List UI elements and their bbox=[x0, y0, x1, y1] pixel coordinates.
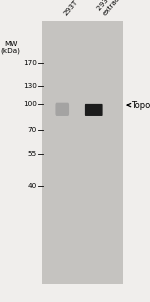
Text: 100: 100 bbox=[23, 101, 37, 107]
Text: 130: 130 bbox=[23, 83, 37, 89]
Text: 55: 55 bbox=[27, 151, 37, 157]
Text: 40: 40 bbox=[27, 183, 37, 189]
Text: 293T: 293T bbox=[63, 0, 79, 17]
Text: Topo I: Topo I bbox=[131, 101, 150, 110]
Text: 70: 70 bbox=[27, 127, 37, 133]
Text: MW
(kDa): MW (kDa) bbox=[1, 41, 20, 54]
Bar bbox=[42, 21, 123, 284]
FancyBboxPatch shape bbox=[56, 103, 69, 116]
FancyBboxPatch shape bbox=[85, 104, 103, 116]
Text: 170: 170 bbox=[23, 60, 37, 66]
Text: 293T nuclear
extract: 293T nuclear extract bbox=[96, 0, 136, 17]
